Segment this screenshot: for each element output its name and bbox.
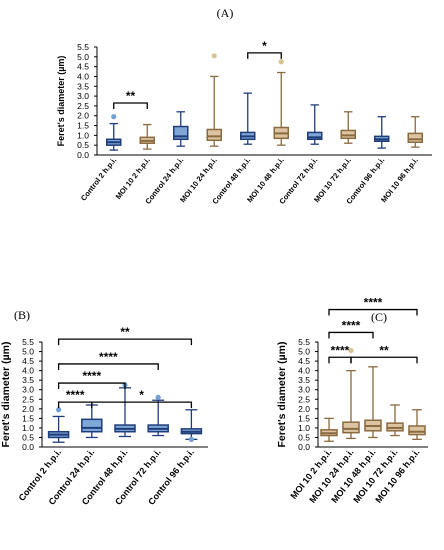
y-tick-label: 1.0 — [22, 423, 34, 433]
y-tick-label: 2.5 — [22, 394, 34, 404]
significance-label: * — [139, 388, 144, 402]
significance-label: **** — [331, 343, 350, 357]
outlier-point — [155, 394, 161, 400]
y-tick-label: 5.5 — [298, 337, 310, 347]
outlier-point — [211, 53, 217, 59]
category-label: MOI 10 96 h.p.i. — [379, 156, 420, 205]
significance-bracket — [328, 356, 352, 364]
y-tick-label: 1.0 — [77, 130, 89, 140]
y-tick-label: 4.0 — [298, 366, 310, 376]
significance-bracket — [328, 331, 374, 339]
significance-label: **** — [82, 369, 101, 383]
y-tick-label: 0.5 — [22, 432, 34, 442]
y-tick-label: 0.0 — [298, 442, 310, 452]
y-tick-label: 0.0 — [77, 150, 89, 160]
box-rect — [81, 418, 103, 433]
panel-label: (A) — [217, 6, 234, 20]
significance-bracket — [57, 363, 159, 370]
significance-bracket — [113, 102, 148, 109]
y-tick-label: 3.5 — [77, 81, 89, 91]
significance-label: * — [262, 39, 267, 53]
y-tick-label: 1.5 — [298, 413, 310, 423]
significance-label: **** — [342, 318, 361, 332]
significance-label: ** — [379, 343, 389, 357]
y-tick-label: 5.5 — [22, 337, 34, 347]
y-axis-label: Feret's diameter (µm) — [276, 342, 288, 448]
y-tick-label: 2.0 — [77, 111, 89, 121]
y-tick-label: 4.5 — [298, 356, 310, 366]
significance-bracket — [350, 356, 418, 364]
panel-label: (B) — [14, 308, 30, 322]
significance-bracket — [57, 338, 193, 346]
box-rect — [173, 125, 189, 141]
significance-bracket — [91, 401, 193, 409]
y-tick-label: 4.5 — [77, 62, 89, 72]
y-tick-label: 2.0 — [298, 404, 310, 414]
significance-label: **** — [364, 296, 383, 310]
y-tick-label: 0.5 — [77, 140, 89, 150]
outlier-point — [278, 59, 284, 65]
box-rect — [206, 128, 222, 142]
y-tick-label: 4.5 — [22, 356, 34, 366]
significance-label: ** — [126, 89, 136, 103]
y-tick-label: 5.0 — [298, 347, 310, 357]
significance-label: ** — [120, 325, 130, 339]
y-tick-label: 3.0 — [77, 91, 89, 101]
box-rect — [407, 132, 423, 143]
significance-label: **** — [66, 388, 85, 402]
y-tick-label: 1.0 — [298, 423, 310, 433]
y-tick-label: 5.0 — [22, 347, 34, 357]
y-tick-label: 3.5 — [298, 375, 310, 385]
y-tick-label: 1.5 — [77, 121, 89, 131]
panel-label: (C) — [371, 310, 387, 324]
box-rect — [342, 421, 360, 434]
y-tick-label: 5.5 — [77, 42, 89, 52]
box-rect — [408, 425, 426, 436]
y-tick-label: 3.0 — [298, 385, 310, 395]
significance-label: **** — [99, 350, 118, 364]
y-axis-label: Feret's diameter (µm) — [56, 56, 66, 147]
y-tick-label: 5.0 — [77, 52, 89, 62]
y-tick-label: 4.0 — [22, 366, 34, 376]
box-rect — [307, 131, 323, 141]
outlier-point — [188, 436, 194, 442]
significance-bracket — [247, 52, 282, 59]
outlier-point — [56, 407, 62, 413]
y-tick-label: 2.5 — [298, 394, 310, 404]
y-tick-label: 2.5 — [77, 101, 89, 111]
y-tick-label: 3.5 — [22, 375, 34, 385]
y-tick-label: 1.5 — [22, 413, 34, 423]
significance-bracket — [328, 308, 418, 316]
significance-bracket — [57, 382, 126, 390]
y-tick-label: 4.0 — [77, 71, 89, 81]
category-label: MOI 10 2 h.p.i. — [114, 156, 152, 201]
y-tick-label: 0.0 — [22, 442, 34, 452]
outlier-point — [348, 347, 354, 354]
y-tick-label: 0.5 — [298, 432, 310, 442]
y-axis-label: Feret's diameter (µm) — [0, 342, 12, 448]
y-tick-label: 2.0 — [22, 404, 34, 414]
y-tick-label: 3.0 — [22, 385, 34, 395]
outlier-point — [111, 114, 117, 120]
